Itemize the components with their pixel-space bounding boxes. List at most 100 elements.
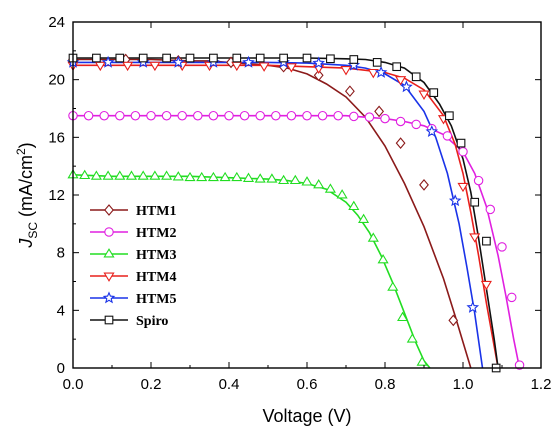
data-point-htm4: [340, 66, 352, 76]
data-point-htm3: [114, 170, 126, 180]
data-point-htm2: [83, 110, 94, 121]
x-tick-label: 0.0: [63, 376, 84, 393]
data-point-spiro: [92, 53, 101, 63]
data-point-spiro: [482, 236, 491, 246]
data-point-htm4: [122, 61, 134, 72]
data-point-htm4: [395, 76, 407, 86]
data-point-htm2: [349, 111, 359, 122]
data-point-spiro: [232, 53, 242, 63]
data-point-htm3: [149, 170, 161, 180]
data-point-htm3: [102, 170, 114, 180]
data-point-htm4: [285, 63, 297, 73]
data-point-htm3: [172, 171, 184, 181]
data-point-spiro: [138, 53, 148, 63]
series-line-htm1: [73, 58, 472, 368]
data-point-htm3: [79, 169, 91, 180]
y-tick-label: 24: [48, 14, 65, 31]
data-point-htm1: [374, 105, 385, 118]
data-point-htm3: [324, 183, 336, 193]
data-point-htm2: [146, 110, 156, 121]
data-point-htm1: [419, 179, 429, 191]
data-point-htm4: [94, 61, 106, 72]
data-point-htm3: [301, 176, 313, 186]
series-line-htm2: [73, 114, 521, 368]
data-point-htm3: [219, 171, 231, 182]
data-point-htm5: [312, 56, 325, 69]
data-point-htm2: [442, 131, 453, 141]
data-point-htm5: [374, 65, 388, 78]
x-tick-label: 0.6: [297, 376, 318, 393]
data-point-htm1: [395, 137, 406, 149]
data-point-htm2: [255, 110, 265, 121]
data-point-htm5: [466, 300, 480, 313]
data-point-htm2: [364, 112, 375, 122]
data-point-htm3: [125, 170, 138, 180]
data-point-htm3: [313, 179, 325, 189]
data-point-spiro: [392, 62, 402, 72]
data-point-htm2: [506, 292, 517, 303]
data-point-htm5: [242, 55, 255, 68]
data-point-htm2: [333, 110, 343, 121]
y-tick-label: 16: [48, 129, 65, 146]
data-point-htm2: [380, 113, 390, 124]
data-point-htm3: [367, 232, 379, 242]
data-point-htm2: [208, 110, 219, 121]
data-point-htm4: [457, 182, 469, 193]
data-point-spiro: [470, 197, 480, 207]
data-point-htm2: [411, 119, 421, 130]
y-tick-label: 8: [57, 245, 65, 262]
x-tick-label: 0.2: [141, 376, 162, 393]
data-point-htm2: [458, 147, 468, 157]
data-point-htm4: [367, 68, 379, 79]
data-point-htm2: [193, 110, 203, 121]
legend-marker-htm1: [104, 204, 114, 216]
data-point-htm2: [271, 110, 281, 121]
legend-label-htm3: HTM3: [136, 248, 176, 263]
data-point-htm4: [149, 61, 161, 72]
data-point-htm2: [473, 175, 484, 186]
data-point-htm5: [425, 124, 439, 137]
data-point-htm2: [99, 110, 109, 121]
data-point-htm3: [207, 171, 219, 182]
y-axis-title-main: J: [16, 238, 36, 249]
y-axis-title-unit: (mA/cm: [16, 155, 36, 222]
data-point-spiro: [326, 54, 335, 64]
data-point-htm2: [497, 242, 507, 252]
data-point-htm2: [161, 110, 172, 121]
data-point-spiro: [115, 53, 125, 63]
data-point-htm2: [239, 110, 250, 121]
diamond-marker-icon: [104, 204, 114, 216]
circle-marker-icon: [104, 227, 114, 237]
legend-label-htm4: HTM4: [136, 270, 176, 285]
x-axis-title: Voltage (V): [262, 406, 351, 426]
data-point-spiro: [372, 58, 382, 67]
triangle-down-marker-icon: [103, 272, 115, 282]
data-point-htm3: [278, 174, 290, 185]
data-point-htm2: [177, 110, 187, 121]
data-point-htm4: [258, 62, 270, 72]
data-point-htm3: [196, 171, 208, 182]
legend-marker-htm4: [103, 272, 115, 282]
data-point-htm3: [387, 281, 399, 291]
tick-layer: 0.0 0.2 0.4 0.6 0.8 1.0 1.2 0 4 8 12 16 20 24: [48, 14, 551, 393]
data-point-spiro: [456, 138, 466, 148]
y-tick-label: 0: [57, 360, 65, 377]
data-point-spiro: [209, 53, 218, 63]
series-line-htm5: [73, 61, 484, 368]
data-point-spiro: [349, 55, 359, 64]
data-point-spiro: [279, 53, 288, 63]
data-point-htm3: [137, 170, 149, 180]
data-point-htm3: [377, 254, 389, 264]
data-point-spiro: [429, 88, 439, 97]
legend-label-htm2: HTM2: [136, 226, 176, 241]
data-point-htm2: [514, 360, 525, 370]
marker-layer: [66, 53, 525, 373]
y-tick-label: 4: [57, 302, 65, 319]
legend-marker-htm5: [102, 291, 116, 304]
legend-item-htm1: HTM1: [90, 204, 176, 219]
data-point-htm3: [184, 171, 196, 182]
data-point-htm4: [418, 90, 430, 100]
data-point-htm2: [485, 204, 496, 215]
legend-marker-htm3: [103, 248, 115, 258]
data-point-htm3: [289, 174, 301, 185]
